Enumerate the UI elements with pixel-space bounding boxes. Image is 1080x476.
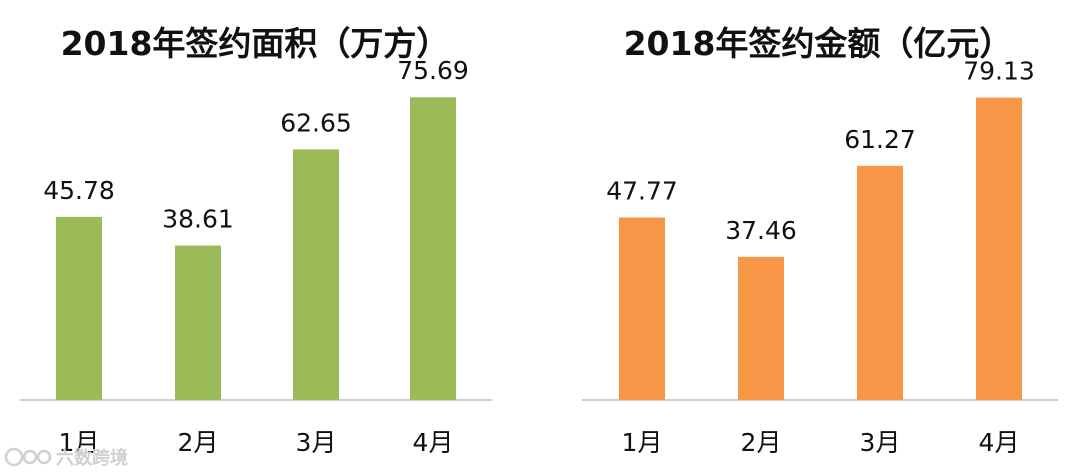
bar-value-label: 47.77 (606, 176, 678, 205)
x-tick-label: 4月 (979, 428, 1020, 457)
bar-4 (410, 97, 456, 401)
bar-value-label: 62.65 (280, 108, 352, 137)
bar-value-label: 38.61 (162, 205, 234, 234)
bar-value-label: 75.69 (397, 56, 469, 85)
chart-title-area: 2018年签约面积（万方） (61, 24, 450, 63)
x-tick-label: 1月 (59, 428, 100, 457)
bar-3 (293, 149, 339, 400)
bar-2 (738, 256, 784, 400)
bar-1 (56, 216, 102, 400)
bar-4 (976, 97, 1022, 401)
bar-value-label: 37.46 (725, 216, 797, 245)
x-tick-label: 3月 (860, 428, 901, 457)
bars-group-amount: 47.77 1月 37.46 2月 61.27 3月 79.13 4月 (606, 57, 1035, 457)
chart-area-signed-area: 2018年签约面积（万方） 45.78 1月 38.61 2月 62.65 3月 75.69… (20, 24, 492, 457)
watermark: 六数跨境 (4, 447, 128, 469)
bars-group-area: 45.78 1月 38.61 2月 62.65 3月 75.69 4月 (43, 56, 469, 457)
x-tick-label: 3月 (296, 428, 337, 457)
bar-value-label: 45.78 (43, 176, 115, 205)
bar-3 (857, 165, 903, 400)
bar-value-label: 79.13 (963, 57, 1035, 86)
x-tick-label: 2月 (178, 428, 219, 457)
chart-amount: 2018年签约金额（亿元） 47.77 1月 37.46 2月 61.27 3月 79.13… (582, 24, 1058, 457)
x-tick-label: 1月 (622, 428, 663, 457)
x-tick-label: 4月 (413, 428, 454, 457)
chart-title-amount: 2018年签约金额（亿元） (624, 24, 1013, 63)
bar-2 (175, 245, 221, 400)
bar-1 (619, 217, 665, 400)
bar-value-label: 61.27 (844, 125, 916, 154)
x-tick-label: 2月 (741, 428, 782, 457)
watermark-logo-icon (4, 447, 52, 467)
watermark-text: 六数跨境 (56, 447, 128, 469)
